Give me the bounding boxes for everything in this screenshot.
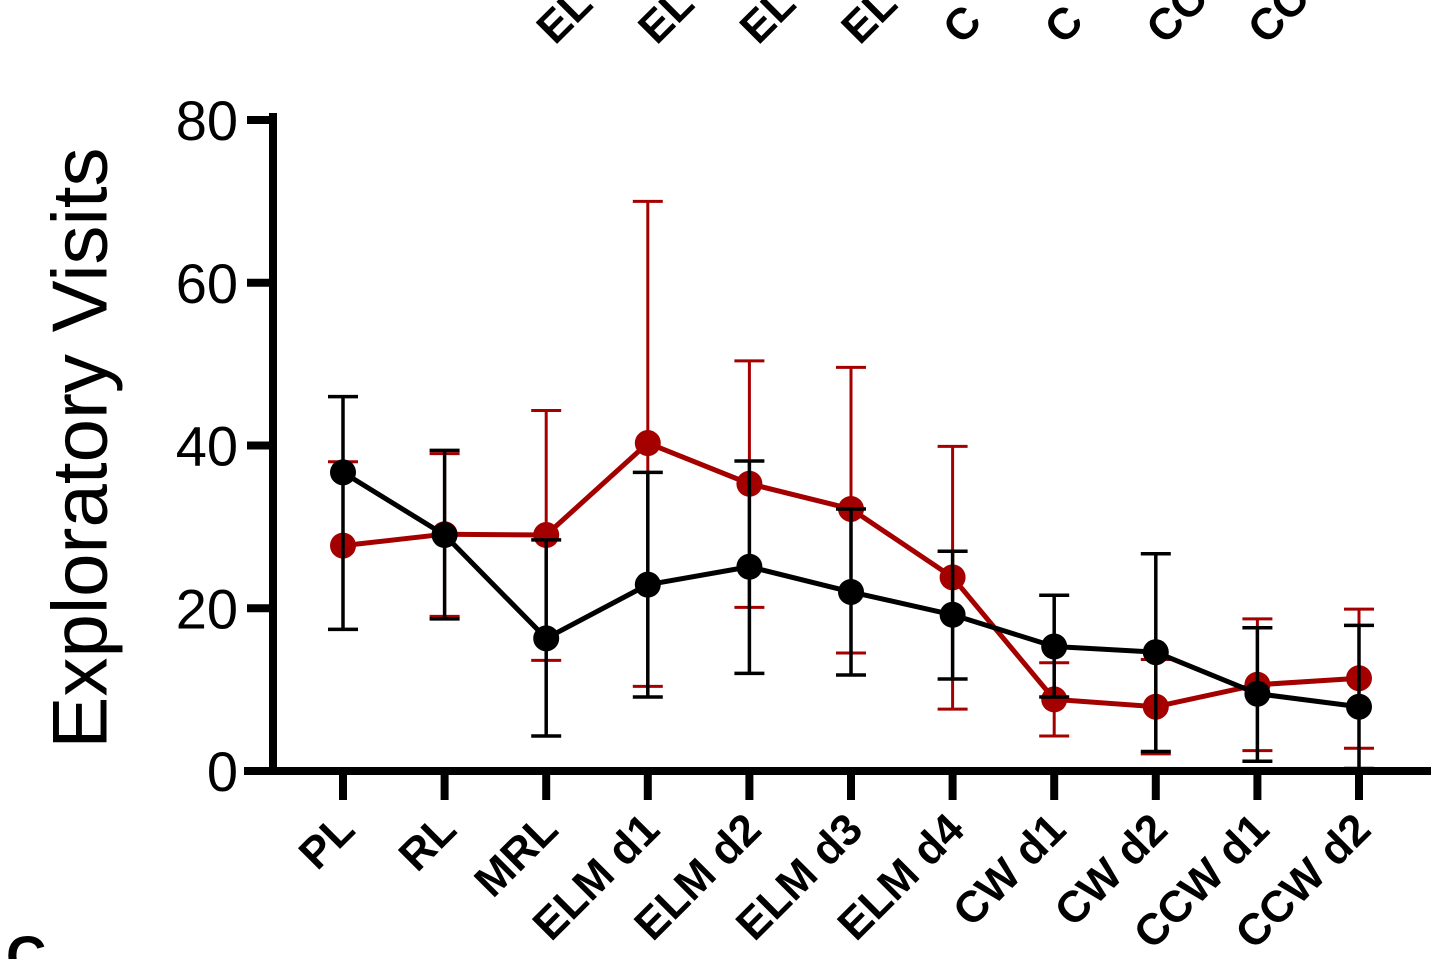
data-point	[533, 625, 560, 652]
data-point	[1244, 680, 1271, 707]
top-cropped-label: EL	[527, 0, 601, 53]
y-tick-label: 20	[176, 577, 238, 640]
data-point	[1041, 633, 1068, 660]
y-tick-label: 40	[176, 415, 238, 478]
data-point	[330, 459, 356, 486]
x-tick-label: RL	[390, 804, 466, 880]
top-cropped-label: EL	[731, 0, 805, 53]
data-point	[1346, 693, 1372, 720]
data-point	[634, 571, 661, 598]
y-tick-label: 60	[176, 252, 238, 315]
y-axis-title: Exploratory Visits	[36, 147, 124, 748]
data-point	[1142, 639, 1169, 666]
top-cropped-label: EL	[832, 0, 906, 53]
top-cropped-label: CC	[1137, 0, 1217, 53]
top-cropped-label: EL	[629, 0, 703, 53]
x-tick-label: CW d1	[944, 804, 1075, 935]
y-tick-label: 0	[207, 740, 238, 803]
data-point	[634, 430, 661, 457]
panel-letter: C	[6, 924, 46, 959]
series-layer	[328, 199, 1374, 771]
series-1	[328, 394, 1374, 771]
x-tick-label: PL	[290, 804, 364, 878]
top-cropped-label: CC	[1239, 0, 1319, 53]
top-cropped-labels: EL EL EL EL C C CC CC	[527, 0, 1318, 53]
data-point	[1041, 686, 1068, 713]
data-point	[736, 553, 763, 580]
y-tick-label: 80	[176, 89, 238, 152]
data-point	[939, 601, 966, 628]
data-point	[431, 522, 458, 549]
top-cropped-label: C	[1035, 0, 1092, 53]
top-cropped-label: C	[934, 0, 991, 53]
y-ticks: 0 20 40 60 80	[176, 89, 273, 803]
data-point	[838, 578, 864, 605]
